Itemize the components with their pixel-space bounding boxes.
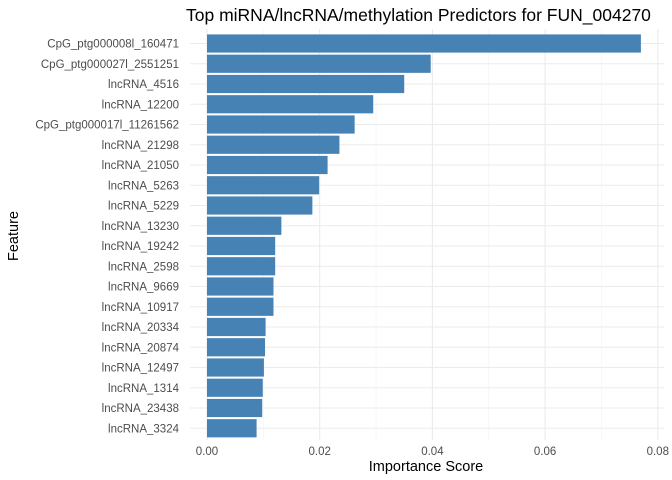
y-tick-label: lncRNA_12200 xyxy=(102,99,179,111)
x-tick-label: 0.00 xyxy=(196,446,218,458)
y-tick-label: CpG_ptg000008l_160471 xyxy=(47,39,179,51)
chart-title: Top miRNA/lncRNA/methylation Predictors … xyxy=(186,5,651,26)
x-tick-label: 0.08 xyxy=(647,446,669,458)
y-tick-label: lncRNA_20874 xyxy=(102,342,180,354)
y-tick-label: lncRNA_13230 xyxy=(102,221,179,233)
bar xyxy=(207,34,641,53)
y-tick-label: lncRNA_2598 xyxy=(108,261,179,273)
bar xyxy=(207,338,266,357)
bar xyxy=(207,419,257,438)
bar xyxy=(207,277,274,296)
y-tick-label: lncRNA_3324 xyxy=(108,423,180,435)
y-tick-label: lncRNA_5263 xyxy=(108,180,179,192)
y-tick-label: lncRNA_23438 xyxy=(102,403,179,415)
y-tick-label: lncRNA_5229 xyxy=(108,201,179,213)
y-tick-label: CpG_ptg000027l_2551251 xyxy=(41,59,179,71)
bar xyxy=(207,216,282,235)
y-axis-tick-labels: CpG_ptg000008l_160471 CpG_ptg000027l_2551… xyxy=(35,39,179,436)
y-tick-label: lncRNA_20334 xyxy=(102,322,180,334)
x-axis-title: Importance Score xyxy=(369,459,483,475)
x-tick-label: 0.02 xyxy=(309,446,331,458)
bar xyxy=(207,236,276,256)
bar xyxy=(207,155,328,175)
bar xyxy=(207,196,313,215)
y-tick-label: lncRNA_10917 xyxy=(102,302,179,314)
y-tick-label: lncRNA_12497 xyxy=(102,363,179,375)
bar xyxy=(207,378,263,397)
y-tick-label: lncRNA_21050 xyxy=(102,160,179,172)
y-tick-label: lncRNA_21298 xyxy=(102,140,179,152)
y-tick-label: lncRNA_19242 xyxy=(102,241,179,253)
y-tick-label: lncRNA_1314 xyxy=(108,383,180,395)
bar xyxy=(207,358,264,377)
bar xyxy=(207,297,274,316)
bar xyxy=(207,135,340,154)
bar xyxy=(207,115,355,134)
y-axis-title: Feature xyxy=(6,211,22,261)
bar xyxy=(207,257,276,276)
bar xyxy=(207,317,266,337)
y-tick-label: CpG_ptg000017l_11261562 xyxy=(35,120,179,132)
y-tick-label: lncRNA_4516 xyxy=(108,79,179,91)
bar xyxy=(207,176,320,195)
y-tick-label: lncRNA_9669 xyxy=(108,282,179,294)
x-tick-label: 0.06 xyxy=(534,446,556,458)
bar xyxy=(207,398,263,418)
bar xyxy=(207,74,405,94)
bar xyxy=(207,95,374,114)
x-axis-tick-labels: 0.00 0.02 0.04 0.06 0.08 xyxy=(196,446,669,458)
bars xyxy=(207,34,641,438)
x-tick-label: 0.04 xyxy=(421,446,444,458)
bar xyxy=(207,54,431,73)
